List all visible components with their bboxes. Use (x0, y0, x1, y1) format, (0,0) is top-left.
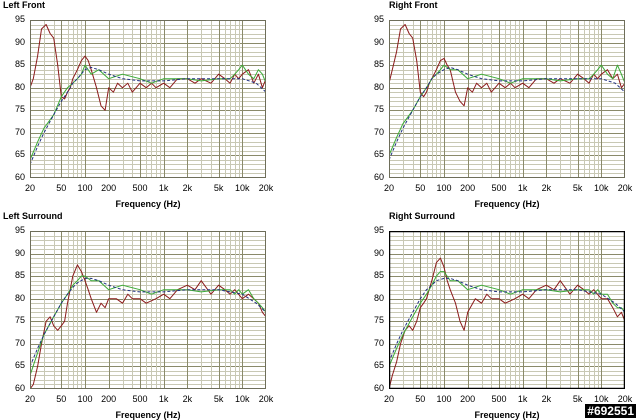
x-tick-label: 20k (617, 183, 633, 193)
plot-area (30, 231, 266, 389)
y-tick-label: 80 (373, 292, 384, 303)
y-tick-label: 85 (14, 270, 25, 281)
series-line-2 (30, 277, 266, 367)
plot-border (389, 20, 625, 178)
x-tick-label: 20k (258, 394, 274, 404)
y-tick-label: 90 (373, 36, 384, 47)
series-line-2 (30, 66, 266, 165)
y-tick-label: 90 (14, 247, 25, 258)
y-tick-label: 70 (14, 337, 25, 348)
x-tick-label: 10k (235, 183, 250, 193)
y-tick-label: 95 (373, 225, 384, 235)
image-id-watermark: #692551 (585, 404, 636, 418)
x-tick-label: 20 (383, 183, 394, 193)
plot-area (30, 20, 266, 178)
y-tick-label: 75 (14, 104, 25, 115)
x-tick-label: 10k (594, 394, 609, 404)
y-tick-label: 65 (14, 360, 25, 371)
x-tick-label: 100 (436, 394, 452, 404)
y-tick-label: 95 (14, 14, 25, 24)
x-tick-label: 500 (491, 183, 507, 193)
x-tick-label: 200 (101, 183, 117, 193)
x-tick-label: 5k (213, 394, 224, 404)
x-tick-label: 100 (77, 394, 93, 404)
y-tick-label: 70 (373, 126, 384, 137)
x-tick-label: 100 (436, 183, 452, 193)
plot-border (30, 20, 266, 178)
x-tick-label: 500 (491, 394, 507, 404)
y-tick-label: 85 (373, 270, 384, 281)
x-tick-label: 20k (258, 183, 274, 193)
x-axis-label: Frequency (Hz) (115, 199, 181, 209)
y-tick-label: 65 (14, 149, 25, 160)
series-line-0 (389, 257, 625, 389)
y-tick-label: 75 (373, 315, 384, 326)
x-tick-label: 1k (517, 183, 528, 193)
x-tick-label: 20 (383, 394, 394, 404)
x-tick-label: 2k (541, 183, 552, 193)
x-tick-label: 50 (415, 394, 426, 404)
x-tick-label: 20 (24, 183, 35, 193)
y-tick-label: 80 (14, 81, 25, 92)
x-tick-label: 500 (132, 183, 148, 193)
x-tick-label: 1k (158, 183, 169, 193)
x-tick-label: 20k (617, 394, 633, 404)
series-line-0 (30, 264, 266, 389)
x-axis-label: Frequency (Hz) (115, 410, 181, 420)
y-tick-label: 75 (14, 315, 25, 326)
y-tick-label: 80 (14, 292, 25, 303)
x-tick-label: 200 (460, 394, 476, 404)
y-tick-label: 70 (14, 126, 25, 137)
plot-border (30, 231, 266, 389)
y-tick-label: 80 (373, 81, 384, 92)
y-tick-label: 85 (373, 59, 384, 70)
x-tick-label: 200 (460, 183, 476, 193)
x-tick-label: 5k (572, 183, 583, 193)
x-tick-label: 1k (517, 394, 528, 404)
x-tick-label: 2k (182, 394, 193, 404)
chart-title: Left Front (3, 0, 45, 10)
x-tick-label: 10k (235, 394, 250, 404)
plot-area (389, 231, 625, 389)
y-tick-label: 65 (373, 360, 384, 371)
x-tick-label: 50 (415, 183, 426, 193)
y-tick-label: 85 (14, 59, 25, 70)
y-tick-label: 95 (373, 14, 384, 24)
y-tick-label: 60 (14, 172, 25, 182)
x-tick-label: 2k (182, 183, 193, 193)
x-tick-label: 50 (56, 394, 67, 404)
y-tick-label: 95 (14, 225, 25, 235)
x-tick-label: 100 (77, 183, 93, 193)
x-tick-label: 10k (594, 183, 609, 193)
series-line-1 (30, 275, 266, 376)
chart-title: Right Surround (389, 211, 455, 221)
series-line-0 (389, 24, 625, 107)
x-tick-label: 500 (132, 394, 148, 404)
plot-border (389, 231, 625, 389)
series-line-2 (389, 66, 625, 161)
y-tick-label: 60 (373, 383, 384, 393)
x-tick-label: 5k (572, 394, 583, 404)
chart-title: Left Surround (3, 211, 63, 221)
y-tick-label: 90 (373, 247, 384, 258)
series-line-1 (30, 64, 266, 161)
x-tick-label: 20 (24, 394, 35, 404)
x-axis-label: Frequency (Hz) (474, 199, 540, 209)
x-tick-label: 2k (541, 394, 552, 404)
y-tick-label: 70 (373, 337, 384, 348)
x-tick-label: 50 (56, 183, 67, 193)
y-tick-label: 60 (14, 383, 25, 393)
plot-area (389, 20, 625, 178)
x-tick-label: 5k (213, 183, 224, 193)
y-tick-label: 90 (14, 36, 25, 47)
x-tick-label: 200 (101, 394, 117, 404)
series-line-2 (389, 277, 625, 363)
y-tick-label: 65 (373, 149, 384, 160)
chart-title: Right Front (389, 0, 438, 10)
y-tick-label: 75 (373, 104, 384, 115)
x-axis-label: Frequency (Hz) (474, 410, 540, 420)
x-tick-label: 1k (158, 394, 169, 404)
y-tick-label: 60 (373, 172, 384, 182)
